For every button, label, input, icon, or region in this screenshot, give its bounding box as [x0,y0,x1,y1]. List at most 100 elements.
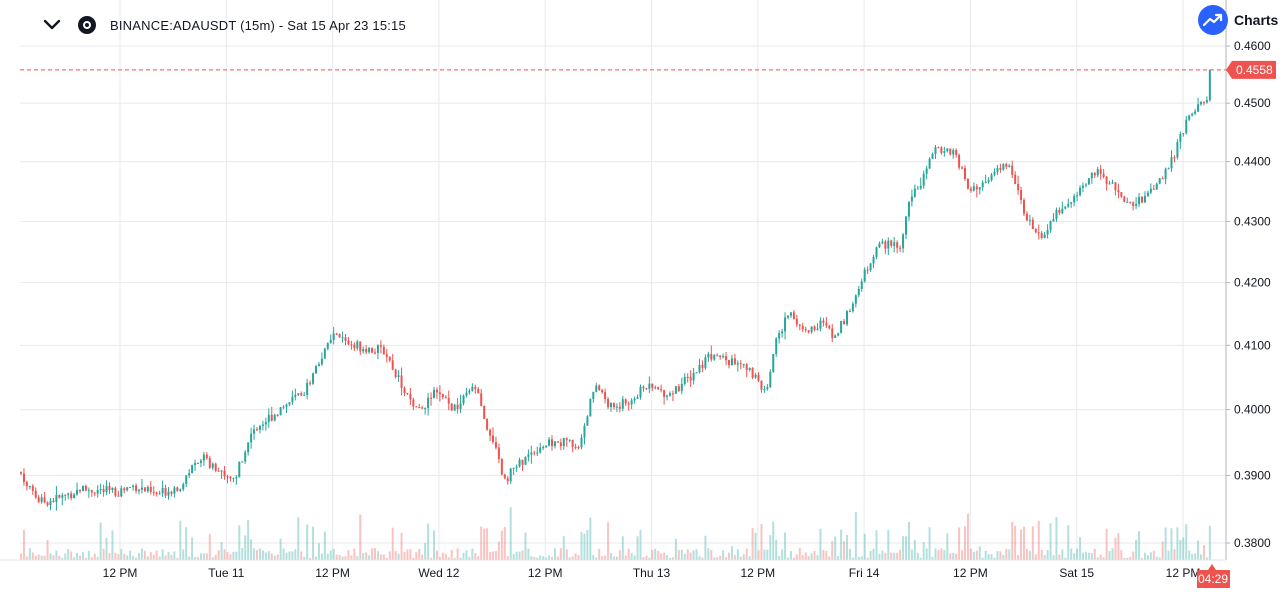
candle-body [376,345,379,353]
candle-body [1158,178,1161,184]
candle-body [477,388,480,394]
candle-body [126,487,129,491]
time-axis[interactable]: 12 PM Tue 11 12 PM Wed 12 12 PM Thu 13 12 PM Fr… [0,559,1230,588]
candle-body [890,240,893,246]
candle-body [55,495,58,503]
candle-body [492,435,494,443]
candle-body [1055,209,1058,220]
volume-bar [161,549,164,560]
volume-bar [1064,557,1067,560]
candle-body [326,342,329,349]
volume-bar [46,540,49,560]
candle-body [202,454,205,461]
candle-body [1191,113,1194,116]
volume-bar [335,554,338,560]
volume-bar [854,512,857,560]
candle-body [374,352,376,354]
volume-bar [279,538,282,560]
candle-body [919,185,922,189]
volume-bar [669,557,671,560]
candle-body [674,386,677,394]
time-tick-label: Wed 12 [418,566,459,580]
candle-body [217,470,220,472]
candle-body [713,355,716,360]
volume-bar [152,554,155,560]
volume-bar [772,521,775,560]
volume-bar [409,549,412,560]
volume-bar [548,555,551,560]
candle-body [323,348,326,359]
volume-bar [167,551,170,560]
volume-bar [636,536,639,560]
price-axis[interactable]: 0.4600 0.4500 0.4400 0.4300 0.4200 0.4100 0.40… [1225,0,1276,560]
volume-bar [1161,541,1164,560]
volume-bar [320,553,323,560]
volume-bar [1031,526,1034,560]
candle-body [320,358,323,365]
candle-body [695,372,698,374]
volume-bar [93,553,96,560]
candle-body [618,406,621,409]
volume-bar [73,557,76,560]
candle-body [553,441,556,447]
volume-bar [1008,549,1011,560]
volume-bar [828,556,831,560]
volume-bar [595,557,598,560]
candle-body [583,425,586,438]
candle-body [527,454,530,457]
candle-body [710,353,713,360]
candle-body [362,348,365,352]
candle-body [143,487,146,492]
chevron-down-icon[interactable] [38,12,66,38]
volume-bar [164,555,167,560]
volume-bar [834,536,837,560]
candle-body [1023,199,1025,214]
candle-body [804,329,807,331]
candle-body [279,407,282,416]
candle-body [848,311,851,313]
volume-bar [1040,549,1043,560]
candle-body [851,303,854,312]
candle-body [905,216,907,235]
volume-bar [890,552,893,560]
volume-bar [480,526,483,560]
volume-bar [716,557,719,560]
volume-bar [760,524,763,560]
candle-body [568,439,571,441]
candle-body [813,326,816,330]
volume-bar [79,555,81,560]
volume-bar [878,553,881,560]
candle-body [621,399,624,409]
candle-body [208,458,211,468]
volume-bar [1108,550,1111,560]
volume-bar [438,557,441,560]
volume-bar [385,557,388,560]
candle-body [415,406,418,408]
volume-bar [1052,555,1055,560]
volume-bar [571,556,574,560]
volume-bar [677,550,680,560]
volume-bar [43,555,46,560]
volume-bar [273,555,276,560]
volume-bar [875,530,878,560]
candle-body [1120,192,1123,197]
time-tick-label: Fri 14 [849,566,880,580]
volume-bar [610,553,612,560]
time-tick-label: 12 PM [953,566,988,580]
candle-body [285,404,288,407]
candle-body [940,147,943,153]
volume-bar [615,556,618,560]
volume-bar [90,557,93,560]
volume-bar [639,529,642,560]
candle-body [173,487,176,494]
candle-body [689,377,692,381]
volume-bar [660,553,663,560]
volume-bar [359,514,362,560]
candle-body [223,470,226,477]
candle-body [1058,209,1061,214]
volume-bar [371,548,374,560]
candle-body [798,324,801,326]
volume-bar [382,554,385,560]
charts-brand[interactable]: Charts [1198,4,1278,36]
